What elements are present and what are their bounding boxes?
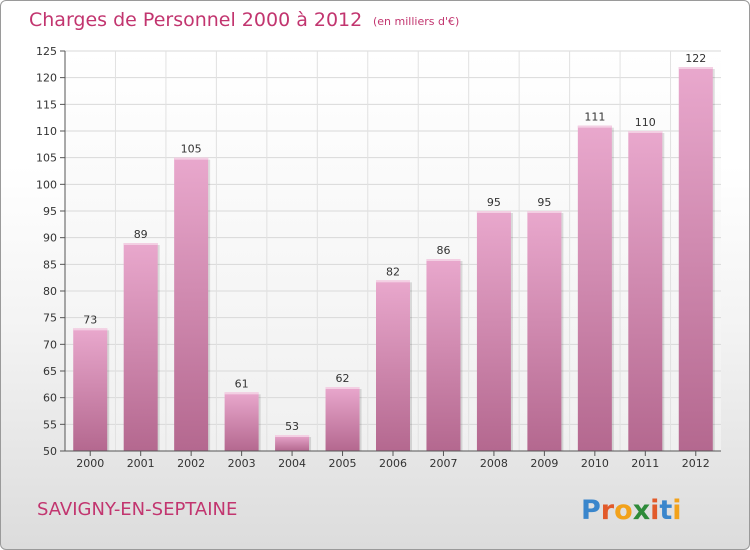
value-label-2009: 95 xyxy=(537,196,551,209)
bar-highlight xyxy=(275,435,310,437)
value-label-2010: 111 xyxy=(584,111,605,124)
value-label-2012: 122 xyxy=(685,52,706,65)
bar-2005 xyxy=(325,387,360,451)
value-label-2003: 61 xyxy=(235,377,249,390)
value-label-2007: 86 xyxy=(436,244,450,257)
x-tick-label-2009: 2009 xyxy=(530,457,558,470)
bar-highlight xyxy=(174,157,209,160)
x-tick-label-2006: 2006 xyxy=(379,457,407,470)
bar-highlight xyxy=(628,131,663,133)
logo-letter: r xyxy=(601,495,615,526)
y-tick-label: 70 xyxy=(43,338,57,351)
bar-2001 xyxy=(123,243,158,451)
commune-name: SAVIGNY-EN-SEPTAINE xyxy=(37,499,237,520)
y-tick-label: 105 xyxy=(36,152,57,165)
chart-subtitle: (en milliers d'€) xyxy=(373,15,459,28)
y-tick-label: 95 xyxy=(43,205,57,218)
value-label-2001: 89 xyxy=(134,228,148,241)
bar-highlight xyxy=(123,243,158,245)
y-tick-label: 85 xyxy=(43,258,57,271)
logo-letter: o xyxy=(614,495,633,526)
y-tick-label: 115 xyxy=(36,98,57,111)
x-tick-label-2002: 2002 xyxy=(177,457,205,470)
y-tick-label: 90 xyxy=(43,232,57,245)
bar-highlight xyxy=(476,211,511,213)
bar-2011 xyxy=(628,131,663,451)
y-tick-label: 125 xyxy=(36,45,57,58)
y-tick-label: 80 xyxy=(43,285,57,298)
y-tick-label: 50 xyxy=(43,445,57,458)
value-label-2008: 95 xyxy=(487,196,501,209)
bar-2008 xyxy=(476,211,511,451)
bar-highlight xyxy=(577,125,612,128)
y-tick-label: 110 xyxy=(36,125,57,138)
logo-letter: t xyxy=(659,495,672,526)
x-tick-label-2012: 2012 xyxy=(682,457,710,470)
bar-highlight xyxy=(527,211,562,213)
logo-letter: i xyxy=(672,495,681,526)
x-tick-label-2008: 2008 xyxy=(480,457,508,470)
value-label-2011: 110 xyxy=(635,116,656,129)
bar-2000 xyxy=(73,328,108,451)
bar-2002 xyxy=(174,157,209,451)
proxiti-logo: Proxiti xyxy=(581,495,682,526)
x-tick-label-2003: 2003 xyxy=(228,457,256,470)
value-label-2002: 105 xyxy=(181,143,202,156)
y-tick-label: 65 xyxy=(43,365,57,378)
bar-2012 xyxy=(678,67,713,451)
bar-2009 xyxy=(527,211,562,451)
value-label-2005: 62 xyxy=(336,372,350,385)
chart-title: Charges de Personnel 2000 à 2012 xyxy=(29,9,362,31)
x-tick-label-2005: 2005 xyxy=(329,457,357,470)
logo-letter: x xyxy=(633,495,650,526)
x-tick-label-2007: 2007 xyxy=(429,457,457,470)
x-tick-label-2000: 2000 xyxy=(76,457,104,470)
y-tick-label: 120 xyxy=(36,72,57,85)
bar-2004 xyxy=(275,435,310,451)
y-tick-label: 75 xyxy=(43,312,57,325)
x-tick-label-2001: 2001 xyxy=(127,457,155,470)
x-tick-label-2010: 2010 xyxy=(581,457,609,470)
y-tick-label: 60 xyxy=(43,392,57,405)
value-label-2006: 82 xyxy=(386,265,400,278)
value-label-2004: 53 xyxy=(285,420,299,433)
bar-highlight xyxy=(325,387,360,389)
y-tick-label: 55 xyxy=(43,418,57,431)
logo-letter: i xyxy=(650,495,659,526)
bar-2006 xyxy=(376,280,410,451)
x-tick-label-2004: 2004 xyxy=(278,457,306,470)
bar-2003 xyxy=(224,392,259,451)
bar-highlight xyxy=(426,259,461,261)
bar-highlight xyxy=(376,280,410,283)
bar-highlight xyxy=(73,328,108,331)
logo-letter: P xyxy=(581,495,601,526)
value-label-2000: 73 xyxy=(83,313,97,326)
bar-highlight xyxy=(224,392,259,395)
x-tick-label-2011: 2011 xyxy=(631,457,659,470)
bar-2007 xyxy=(426,259,461,451)
bar-2010 xyxy=(577,125,612,452)
bar-highlight xyxy=(678,67,713,69)
y-tick-label: 100 xyxy=(36,178,57,191)
